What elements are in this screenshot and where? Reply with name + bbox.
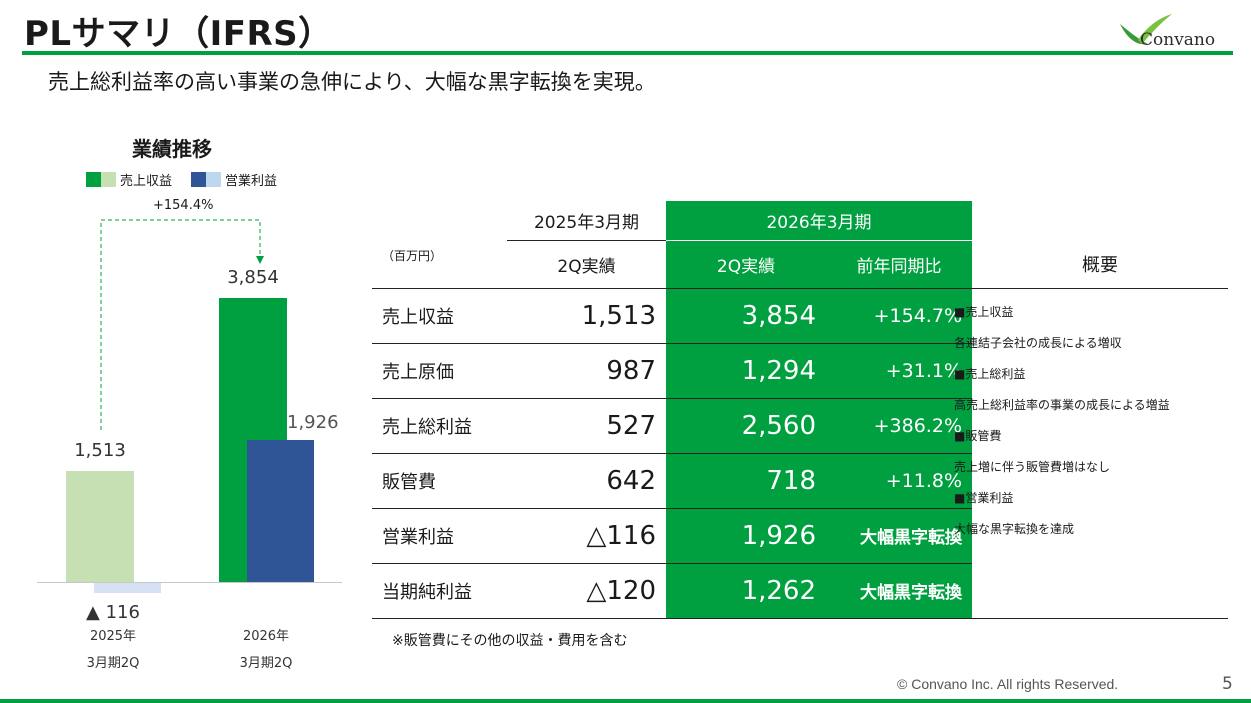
x-tick-2026: 2026年 3月期2Q: [231, 625, 301, 671]
legend-revenue: 売上収益: [86, 170, 172, 189]
header-cur-2q: 2Q実績: [666, 240, 826, 289]
legend-swatch-revenue-current: [86, 172, 101, 187]
legend-swatch-op-prev: [206, 172, 221, 187]
header-period-cur: 2026年3月期: [666, 201, 972, 241]
summary-line: ■営業利益: [954, 491, 1014, 505]
row-item: 当期純利益: [372, 563, 507, 619]
table-header-period-row: 2025年3月期 2026年3月期: [372, 201, 1228, 241]
table-row: 営業利益 △116 1,926 大幅黒字転換: [372, 508, 1228, 564]
brand-name: Convano: [1140, 30, 1216, 50]
legend-swatch-revenue-prev: [101, 172, 116, 187]
summary-notes: ■売上収益 各連結子会社の成長による増収 ■売上総利益 高売上総利益率の事業の成…: [954, 298, 1204, 546]
x-tick-2025-year: 2025年: [89, 629, 137, 644]
row-cur-value: 3,854: [666, 288, 826, 344]
data-label-revenue: 3,854: [227, 267, 279, 288]
bar-operating-profit: [247, 440, 314, 582]
table-row: 当期純利益 △120 1,262 大幅黒字転換: [372, 563, 1228, 619]
row-item: 売上原価: [372, 343, 507, 399]
bar-operating-profit: [94, 583, 161, 593]
row-cur-value: 1,926: [666, 508, 826, 564]
row-item: 売上総利益: [372, 398, 507, 454]
row-yoy: +11.8%: [826, 453, 972, 509]
row-yoy: +154.7%: [826, 288, 972, 344]
summary-line: 高売上総利益率の事業の成長による増益: [954, 398, 1170, 412]
legend-operating-profit: 営業利益: [191, 170, 277, 189]
row-item: 売上収益: [372, 288, 507, 344]
data-label-revenue: 1,513: [74, 439, 126, 461]
table-header-column-row: （百万円） 2Q実績 2Q実績 前年同期比 概要: [372, 240, 1228, 289]
table-row: 売上原価 987 1,294 +31.1%: [372, 343, 1228, 399]
leaf-logo-icon: [1120, 14, 1172, 45]
header-period-prev: 2025年3月期: [507, 201, 666, 241]
row-item: 営業利益: [372, 508, 507, 564]
summary-line: 大幅な黒字転換を達成: [954, 522, 1075, 536]
x-tick-2026-year: 2026年: [242, 629, 290, 644]
x-tick-2025: 2025年 3月期2Q: [78, 625, 148, 671]
growth-annotation: +154.4%: [153, 198, 214, 213]
page-title: PLサマリ（IFRS）: [24, 14, 333, 54]
row-yoy: +31.1%: [826, 343, 972, 399]
page-number: 5: [1222, 674, 1233, 694]
header-prev-2q: 2Q実績: [507, 240, 666, 289]
footnote: ※販管費にその他の収益・費用を含む: [392, 633, 628, 649]
row-cur-value: 2,560: [666, 398, 826, 454]
row-cur-value: 1,262: [666, 563, 826, 619]
chart-baseline: [37, 582, 342, 583]
row-prev-value: △120: [507, 563, 666, 619]
row-cur-value: 1,294: [666, 343, 826, 399]
header-yoy: 前年同期比: [826, 240, 972, 289]
page-subtitle: 売上総利益率の高い事業の急伸により、大幅な黒字転換を実現。: [48, 70, 656, 94]
table-row: 販管費 642 718 +11.8%: [372, 453, 1228, 509]
chart-title: 業績推移: [132, 137, 212, 161]
row-yoy: +386.2%: [826, 398, 972, 454]
unit-label: （百万円）: [372, 240, 507, 289]
legend-label-op: 営業利益: [225, 174, 278, 189]
row-prev-value: 642: [507, 453, 666, 509]
summary-line: 売上増に伴う販管費増はなし: [954, 460, 1111, 474]
legend-label-revenue: 売上収益: [120, 174, 173, 189]
row-item: 販管費: [372, 453, 507, 509]
x-tick-2026-period: 3月期2Q: [239, 656, 293, 671]
table-row: 売上総利益 527 2,560 +386.2%: [372, 398, 1228, 454]
pl-summary-table: 2025年3月期 2026年3月期 （百万円） 2Q実績 2Q実績 前年同期比 …: [372, 201, 1228, 619]
data-label-operating-profit: ▲ 116: [86, 602, 140, 623]
row-prev-value: 527: [507, 398, 666, 454]
row-yoy: 大幅黒字転換: [826, 508, 972, 564]
row-prev-value: △116: [507, 508, 666, 564]
summary-line: 各連結子会社の成長による増収: [954, 336, 1122, 350]
summary-line: ■売上総利益: [954, 367, 1026, 381]
row-yoy: 大幅黒字転換: [826, 563, 972, 619]
title-divider: [22, 51, 1233, 55]
legend-swatch-op-current: [191, 172, 206, 187]
row-prev-value: 987: [507, 343, 666, 399]
x-tick-2025-period: 3月期2Q: [86, 656, 140, 671]
footer-divider: [0, 699, 1251, 703]
row-prev-value: 1,513: [507, 288, 666, 344]
copyright: © Convano Inc. All rights Reserved.: [897, 676, 1119, 692]
row-cur-value: 718: [666, 453, 826, 509]
table-row: 売上収益 1,513 3,854 +154.7%: [372, 288, 1228, 619]
summary-line: ■販管費: [954, 429, 1002, 443]
data-label-operating-profit: 1,926: [287, 412, 339, 434]
summary-line: ■売上収益: [954, 305, 1014, 319]
header-summary: 概要: [972, 240, 1228, 289]
bar-revenue: [66, 470, 134, 582]
